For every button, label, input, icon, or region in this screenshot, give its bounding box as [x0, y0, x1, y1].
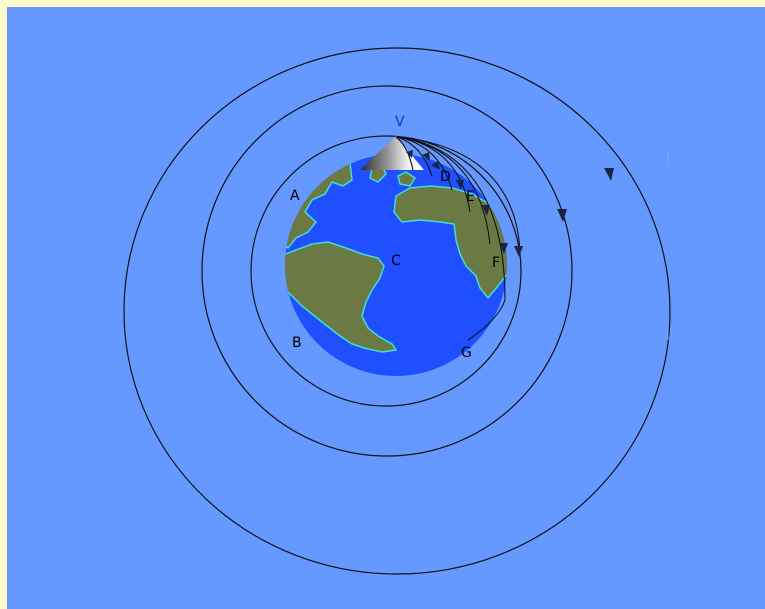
trajectory-3	[397, 136, 453, 191]
label-a: A	[290, 188, 300, 204]
trajectories	[395, 136, 521, 341]
orbit-middle	[201, 85, 573, 457]
trajectory-6	[400, 136, 506, 341]
orbit-outer	[123, 47, 671, 575]
label-b: B	[292, 335, 302, 351]
continent-greenland	[397, 171, 417, 187]
trajectory-1	[395, 136, 414, 171]
orbit-inner	[250, 135, 522, 407]
label-center: C	[391, 253, 401, 269]
trajectory-7	[401, 136, 521, 253]
continent-south-america	[285, 241, 398, 353]
trajectory-2	[396, 136, 433, 177]
arrow-icon	[499, 243, 508, 254]
label-e: E	[466, 189, 475, 205]
trajectory-5	[399, 136, 491, 245]
label-f: F	[492, 255, 500, 271]
orbit-outer-arrow-icon	[604, 168, 614, 181]
arrow-icon	[406, 150, 413, 158]
label-g: G	[461, 345, 472, 361]
label-d: D	[440, 169, 451, 185]
arrow-icon	[456, 180, 464, 190]
arrow-icon	[431, 161, 440, 170]
continent-africa-europe	[393, 185, 507, 300]
arrow-icon	[422, 152, 430, 161]
trajectory-arrows	[406, 150, 523, 257]
orbit-middle-arrow-icon	[557, 209, 567, 222]
mountain	[360, 136, 424, 170]
label-peak: V	[395, 114, 405, 130]
arrow-icon	[514, 246, 523, 257]
arrow-icon	[482, 205, 490, 216]
